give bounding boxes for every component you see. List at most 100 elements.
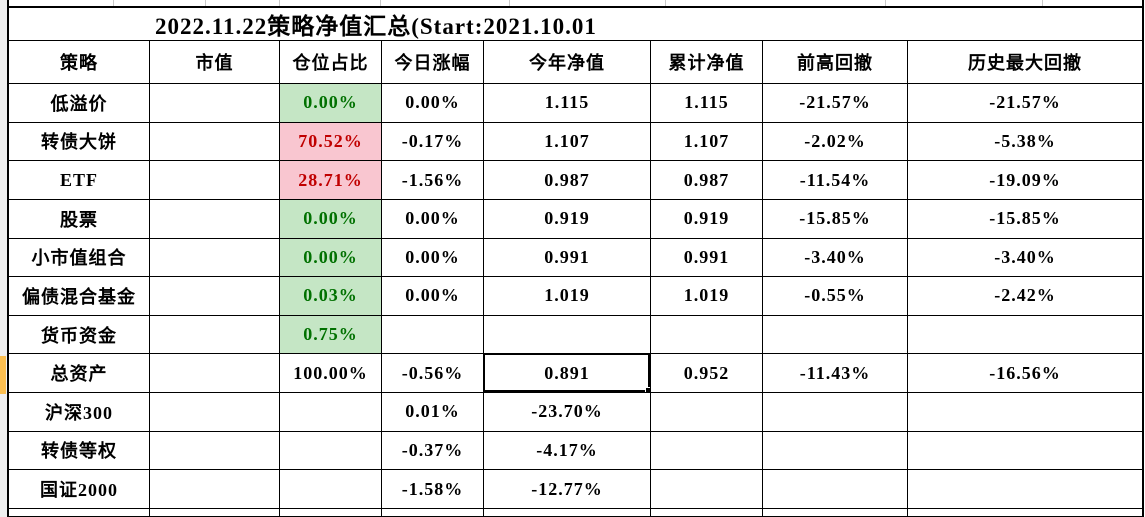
table-cell[interactable]: 0.03% <box>280 277 382 316</box>
table-cell[interactable] <box>150 84 280 123</box>
table-cell[interactable]: -1.58% <box>382 470 484 509</box>
table-cell[interactable]: -11.54% <box>763 161 908 200</box>
column-header[interactable]: 今日涨幅 <box>382 41 484 84</box>
table-cell[interactable]: -0.37% <box>382 431 484 471</box>
table-cell[interactable]: -3.40% <box>908 238 1142 278</box>
column-header[interactable]: 累计净值 <box>651 41 763 84</box>
table-cell[interactable]: 1.107 <box>484 122 651 162</box>
table-cell[interactable]: 0.00% <box>280 199 382 239</box>
column-header[interactable]: 策略 <box>9 41 150 84</box>
table-cell[interactable]: 0.75% <box>280 315 382 355</box>
table-cell[interactable] <box>484 315 651 355</box>
row-label[interactable]: 转债大饼 <box>9 122 150 162</box>
column-header[interactable]: 仓位占比 <box>280 41 382 84</box>
partial-cell <box>763 508 908 516</box>
table-cell[interactable] <box>150 161 280 200</box>
table-cell[interactable]: -3.40% <box>763 238 908 278</box>
row-label[interactable]: ETF <box>9 161 150 200</box>
column-header[interactable]: 历史最大回撤 <box>908 41 1142 84</box>
fill-handle[interactable] <box>645 387 650 393</box>
row-label[interactable]: 货币资金 <box>9 315 150 355</box>
table-cell[interactable]: -15.85% <box>908 199 1142 239</box>
sheet-title-cell[interactable]: 2022.11.22策略净值汇总(Start:2021.10.01 <box>9 8 1142 41</box>
row-label[interactable]: 国证2000 <box>9 470 150 509</box>
column-header[interactable]: 前高回撤 <box>763 41 908 84</box>
row-label[interactable]: 低溢价 <box>9 84 150 123</box>
table-cell[interactable]: 1.019 <box>484 277 651 316</box>
table-cell[interactable]: -2.42% <box>908 277 1142 316</box>
table-cell[interactable] <box>280 393 382 432</box>
table-cell[interactable] <box>150 122 280 162</box>
table-cell[interactable] <box>150 431 280 471</box>
table-cell[interactable] <box>908 431 1142 471</box>
table-cell[interactable] <box>150 238 280 278</box>
table-cell[interactable] <box>908 470 1142 509</box>
table-cell[interactable]: 0.00% <box>280 238 382 278</box>
table-cell[interactable] <box>908 393 1142 432</box>
table-cell[interactable] <box>651 393 763 432</box>
table-cell[interactable]: 0.919 <box>651 199 763 239</box>
table-cell[interactable]: -12.77% <box>484 470 651 509</box>
table-cell[interactable]: -0.55% <box>763 277 908 316</box>
table-cell[interactable]: 0.00% <box>280 84 382 123</box>
table-cell[interactable]: 0.00% <box>382 277 484 316</box>
table-cell[interactable] <box>763 470 908 509</box>
table-cell[interactable]: -0.17% <box>382 122 484 162</box>
table-cell[interactable]: 0.00% <box>382 84 484 123</box>
row-label[interactable]: 偏债混合基金 <box>9 277 150 316</box>
table-cell[interactable] <box>651 431 763 471</box>
table-cell[interactable] <box>150 470 280 509</box>
table-cell[interactable] <box>150 277 280 316</box>
row-label[interactable]: 沪深300 <box>9 393 150 432</box>
table-cell[interactable] <box>280 431 382 471</box>
table-cell[interactable]: -19.09% <box>908 161 1142 200</box>
row-label[interactable]: 小市值组合 <box>9 238 150 278</box>
table-cell[interactable]: 0.00% <box>382 199 484 239</box>
table-cell[interactable] <box>150 315 280 355</box>
table-cell[interactable] <box>150 199 280 239</box>
table-cell[interactable] <box>382 315 484 355</box>
table-cell[interactable]: 0.952 <box>651 354 763 393</box>
table-cell[interactable]: 0.919 <box>484 199 651 239</box>
table-cell[interactable] <box>763 393 908 432</box>
row-label[interactable]: 股票 <box>9 199 150 239</box>
table-cell[interactable]: 0.987 <box>484 161 651 200</box>
table-cell[interactable]: 28.71% <box>280 161 382 200</box>
table-cell[interactable]: -0.56% <box>382 354 484 393</box>
table-cell[interactable]: 100.00% <box>280 354 382 393</box>
table-cell[interactable]: 0.987 <box>651 161 763 200</box>
table-cell[interactable]: -5.38% <box>908 122 1142 162</box>
table-cell[interactable]: 0.01% <box>382 393 484 432</box>
row-label[interactable]: 总资产 <box>9 354 150 393</box>
table-cell[interactable]: -16.56% <box>908 354 1142 393</box>
table-cell[interactable] <box>763 431 908 471</box>
table-cell[interactable] <box>150 393 280 432</box>
table-cell[interactable]: 1.019 <box>651 277 763 316</box>
table-cell[interactable]: 0.00% <box>382 238 484 278</box>
table-cell[interactable] <box>280 470 382 509</box>
table-cell[interactable] <box>150 354 280 393</box>
table-cell[interactable] <box>651 315 763 355</box>
row-label[interactable]: 转债等权 <box>9 431 150 471</box>
table-cell[interactable] <box>651 470 763 509</box>
table-cell[interactable]: -21.57% <box>908 84 1142 123</box>
table-cell[interactable]: 1.107 <box>651 122 763 162</box>
table-cell[interactable]: 0.991 <box>651 238 763 278</box>
table-cell[interactable]: -15.85% <box>763 199 908 239</box>
table-cell[interactable]: -11.43% <box>763 354 908 393</box>
table-row: ETF 28.71% -1.56% 0.987 0.987 -11.54% -19.09% <box>9 161 1142 200</box>
table-cell[interactable] <box>908 315 1142 355</box>
table-cell[interactable]: 0.991 <box>484 238 651 278</box>
table-cell[interactable]: 1.115 <box>484 84 651 123</box>
table-cell[interactable]: -4.17% <box>484 431 651 471</box>
column-header[interactable]: 今年净值 <box>484 41 651 84</box>
table-cell[interactable]: -1.56% <box>382 161 484 200</box>
table-cell[interactable] <box>763 315 908 355</box>
column-header[interactable]: 市值 <box>150 41 280 84</box>
table-cell[interactable]: -2.02% <box>763 122 908 162</box>
table-cell[interactable]: 70.52% <box>280 122 382 162</box>
table-cell[interactable]: -21.57% <box>763 84 908 123</box>
table-cell[interactable]: 1.115 <box>651 84 763 123</box>
table-cell[interactable]: -23.70% <box>484 393 651 432</box>
selected-cell[interactable]: 0.891 <box>484 354 651 393</box>
